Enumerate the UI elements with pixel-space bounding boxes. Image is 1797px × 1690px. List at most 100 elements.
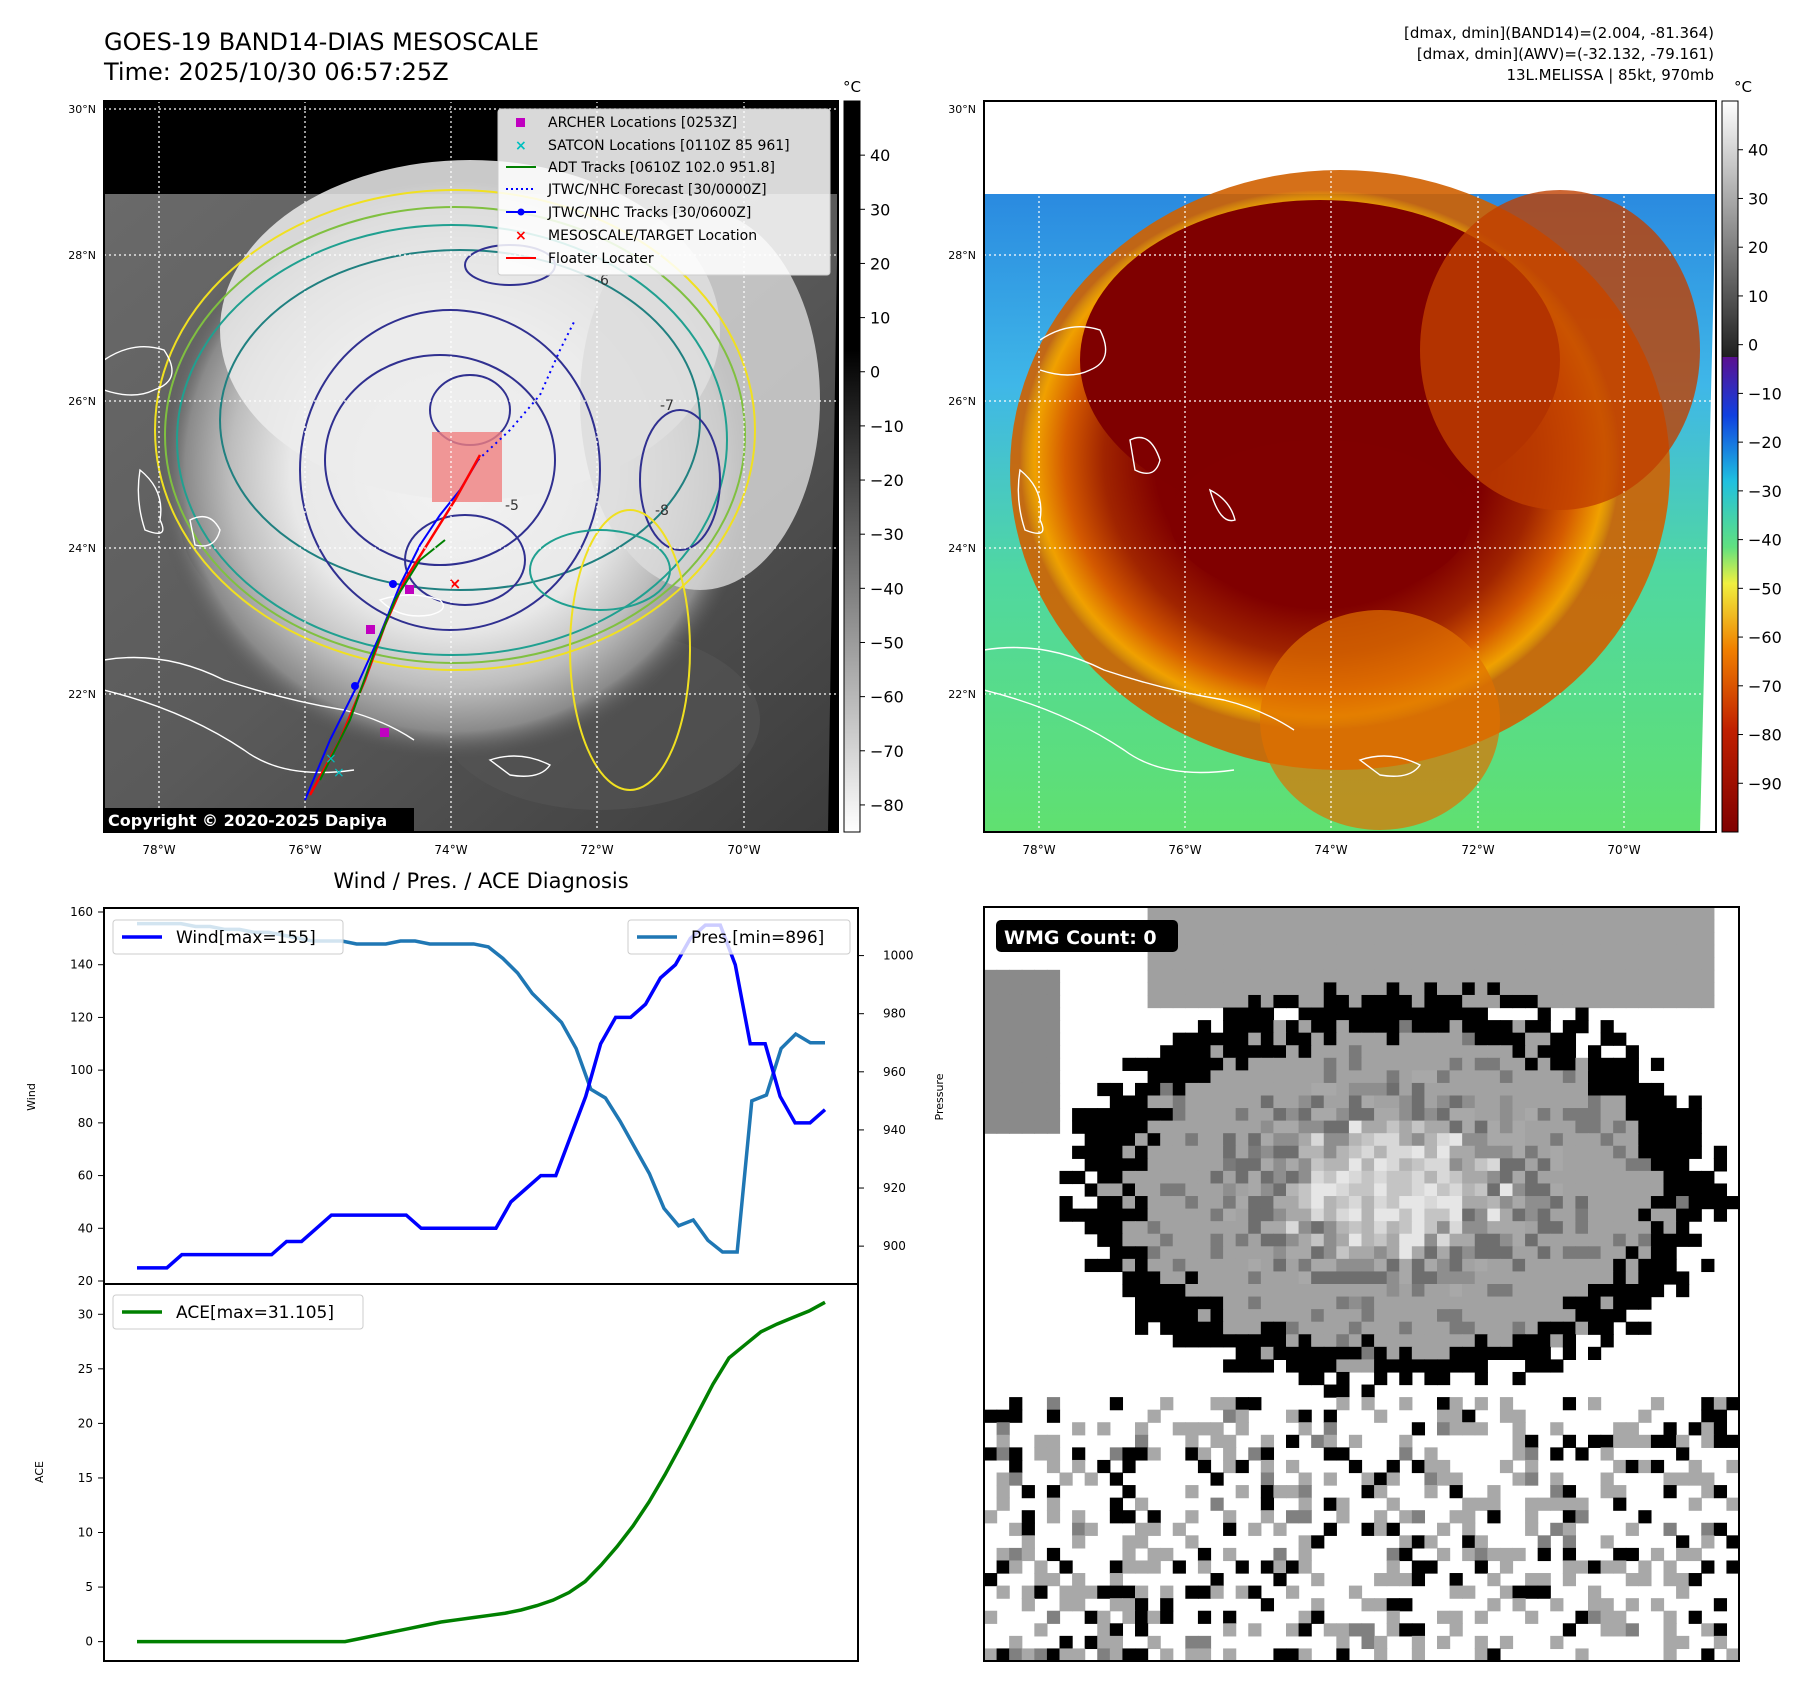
wind-tick-label: 140 [70, 958, 93, 972]
wmg-cell [1688, 1108, 1702, 1122]
wmg-cell [1449, 907, 1463, 921]
wmg-cell [1613, 932, 1627, 946]
wmg-cell [1298, 919, 1312, 933]
wmg-cell [1311, 932, 1325, 946]
wmg-cell [1575, 994, 1589, 1009]
wmg-cell [1437, 1547, 1451, 1562]
wmg-cell [1474, 1547, 1488, 1562]
wmg-cell [1713, 1623, 1728, 1637]
wmg-cell [1185, 982, 1199, 996]
wmg-cell [1084, 1120, 1098, 1134]
wmg-cell [1550, 1485, 1564, 1499]
wmg-cell [1688, 1233, 1702, 1247]
wmg-cell [1663, 1635, 1677, 1650]
wmg-cell [1286, 994, 1300, 1009]
wmg-cell [1097, 1610, 1111, 1624]
wmg-cell [1474, 1309, 1488, 1323]
wmg-cell [1399, 1271, 1413, 1285]
wmg-cell [1298, 1057, 1312, 1071]
wmg-cell [1348, 1020, 1363, 1034]
wmg-cell [1411, 1246, 1426, 1260]
wmg-cell [1688, 919, 1702, 933]
wmg-cell [1034, 994, 1048, 1009]
wmg-cell [1197, 1635, 1212, 1650]
wmg-cell [1600, 1221, 1614, 1235]
wmg-cell [1713, 1635, 1728, 1650]
wmg-cell [1650, 1246, 1665, 1260]
wmg-cell [1109, 1233, 1124, 1247]
lon-label: 70°W [1607, 843, 1640, 857]
wmg-cell [1437, 1196, 1451, 1210]
wmg-cell [1588, 1158, 1602, 1172]
wmg-cell [1399, 1510, 1413, 1524]
wmg-cell [1386, 907, 1400, 921]
wmg-cell [1172, 1133, 1186, 1147]
wmg-cell [1260, 1032, 1275, 1046]
wmg-cell [1160, 1070, 1174, 1084]
wmg-cell [1411, 1648, 1426, 1661]
wmg-cell [1235, 1045, 1249, 1059]
wmg-cell [1084, 1635, 1098, 1650]
wmg-cell [1499, 1095, 1514, 1109]
wmg-cell [1072, 1598, 1086, 1612]
wind-legend-label: Wind[max=155] [176, 928, 316, 948]
wmg-cell [1474, 1221, 1488, 1235]
wmg-cell [1588, 1133, 1602, 1147]
wmg-cell [1424, 982, 1438, 996]
wmg-cell [1399, 982, 1413, 996]
wmg-cell [1474, 1334, 1488, 1348]
wmg-cell [1135, 1170, 1149, 1185]
ace-axis-label: ACE [33, 1461, 46, 1483]
wmg-cell [1185, 944, 1199, 958]
wmg-cell [1034, 1434, 1048, 1448]
wmg-cell [1638, 1321, 1652, 1335]
wmg-cell [1361, 1258, 1375, 1273]
wmg-cell [1122, 1246, 1136, 1260]
wmg-cell [1437, 1296, 1451, 1310]
wmg-cell [1311, 907, 1325, 921]
wmg-count-label: WMG Count: 0 [1004, 927, 1157, 949]
wmg-cell [1625, 1598, 1639, 1612]
wmg-cell [1499, 1459, 1514, 1474]
wmg-cell [1323, 1472, 1337, 1486]
wmg-cell [1676, 1196, 1690, 1210]
wmg-cell [1512, 1221, 1526, 1235]
wmg-cell [1210, 1145, 1224, 1159]
wmg-cell [1361, 1309, 1375, 1323]
right-colorbar-tick-label: −20 [1748, 433, 1782, 452]
wmg-cell [1336, 1082, 1350, 1097]
wmg-cell [1172, 982, 1186, 996]
wmg-cell [1260, 1133, 1275, 1147]
wmg-cell [1487, 1497, 1501, 1511]
wmg-cell [1172, 1095, 1186, 1109]
wmg-cell [1525, 969, 1539, 983]
wmg-cell [1588, 1196, 1602, 1210]
wmg-cell [1650, 969, 1665, 983]
wmg-cell [1550, 1472, 1564, 1486]
wmg-cell [1550, 1082, 1564, 1097]
wmg-cell [1386, 1246, 1400, 1260]
wmg-cell [1172, 1158, 1186, 1172]
wmg-cell [996, 1045, 1010, 1059]
ace-series-line [137, 1300, 826, 1644]
wmg-cell [1663, 1522, 1677, 1536]
copyright-box [104, 808, 414, 832]
wmg-cell [1336, 1371, 1350, 1386]
wmg-cell [1273, 1082, 1287, 1097]
wmg-cell [1084, 1258, 1098, 1273]
wmg-cell [1021, 1598, 1035, 1612]
wmg-cell [1072, 1510, 1086, 1524]
wmg-cell [1688, 1472, 1702, 1486]
wmg-cell [1512, 1095, 1526, 1109]
wmg-cell [1122, 1057, 1136, 1071]
wmg-cell [1462, 1510, 1476, 1524]
wmg-cell [1135, 1610, 1149, 1624]
left-colorbar-unit: °C [843, 78, 861, 96]
wmg-cell [1462, 1208, 1476, 1222]
wmg-cell [1663, 1108, 1677, 1122]
wmg-cell [1386, 919, 1400, 933]
wmg-cell [1462, 1309, 1476, 1323]
wmg-cell [1386, 1170, 1400, 1185]
wmg-cell [1298, 1032, 1312, 1046]
wmg-cell [1537, 1032, 1551, 1046]
